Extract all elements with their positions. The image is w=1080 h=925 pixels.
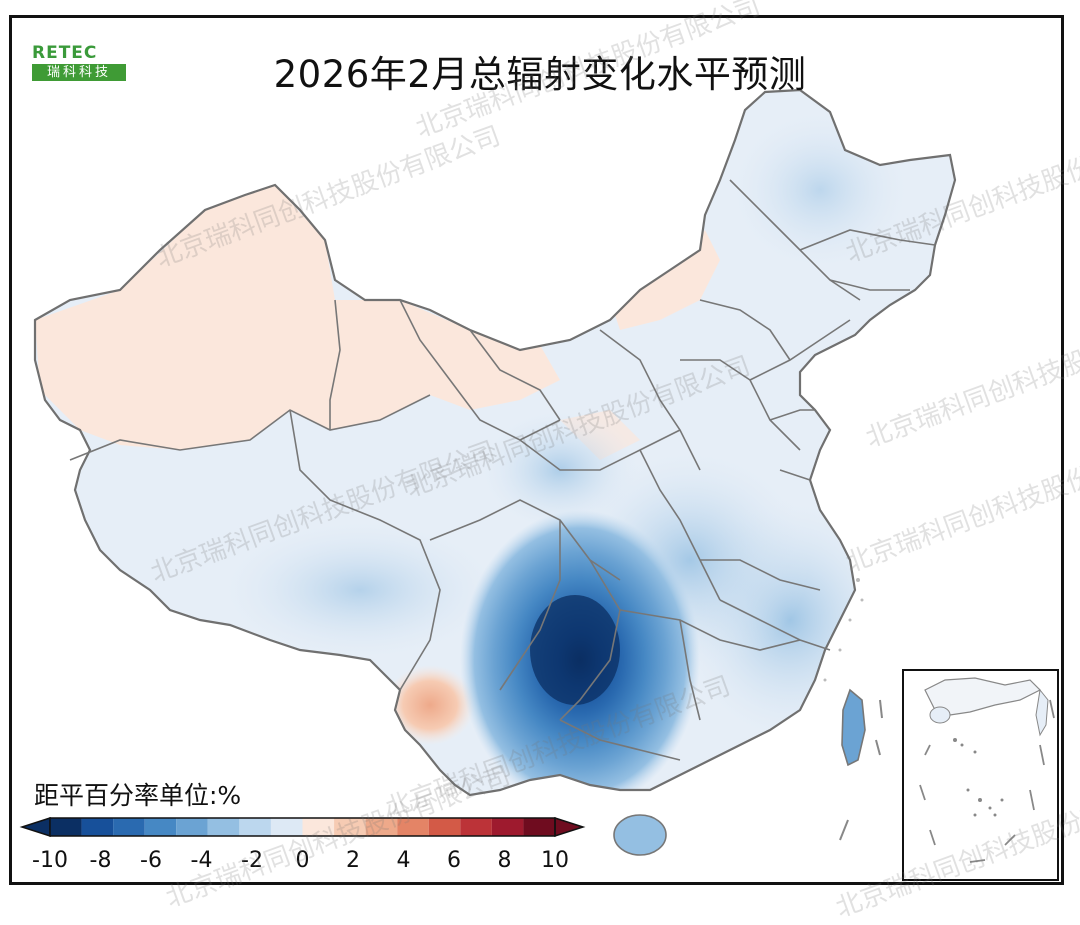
coastal-islands (823, 578, 864, 682)
legend-tick-label: -4 (190, 848, 213, 873)
legend-tick-label: -8 (89, 848, 112, 873)
legend-tick-label: -10 (32, 848, 68, 873)
colorbar-min-arrow (19, 816, 51, 838)
colorbar-swatch (207, 818, 240, 836)
south-china-sea-inset (902, 669, 1059, 881)
colorbar-swatch (144, 818, 177, 836)
legend-tick-label: 10 (541, 848, 569, 873)
logo-text-bottom: 瑞科科技 (32, 64, 126, 81)
colorbar-swatch (397, 818, 429, 836)
colorbar-swatch (523, 818, 555, 836)
map-title: 2026年2月总辐射变化水平预测 (273, 53, 807, 96)
legend-colorbar (19, 816, 586, 838)
colorbar-swatch (491, 818, 524, 836)
colorbar-swatch (302, 818, 335, 836)
colorbar-swatch (176, 818, 208, 836)
legend-title: 距平百分率单位:% (34, 781, 242, 810)
company-logo: RETEC 瑞科科技 (32, 44, 128, 82)
legend-tick-label: 4 (396, 848, 411, 873)
colorbar-swatch (365, 818, 398, 836)
maritime-lines (839, 699, 883, 841)
legend-tick-label: 8 (497, 848, 512, 873)
legend-tick-label: 0 (295, 848, 310, 873)
legend-tick-label: -6 (140, 848, 162, 873)
colorbar-swatch (81, 818, 114, 836)
colorbar-max-arrow (554, 816, 586, 838)
legend-tick-label: -2 (241, 848, 263, 873)
colorbar-swatch (270, 818, 303, 836)
logo-text-top: RETEC (32, 43, 98, 63)
colorbar-swatch (239, 818, 271, 836)
colorbar-swatch (50, 818, 82, 836)
legend-tick-label: 6 (447, 848, 461, 873)
colorbar-swatch (334, 818, 366, 836)
legend-tick-label: 2 (346, 848, 360, 873)
colorbar-swatch (428, 818, 461, 836)
anomaly-map (19, 88, 1059, 881)
colorbar-swatch (460, 818, 492, 836)
province-boundaries (69, 179, 936, 761)
colorbar-swatch (113, 818, 145, 836)
